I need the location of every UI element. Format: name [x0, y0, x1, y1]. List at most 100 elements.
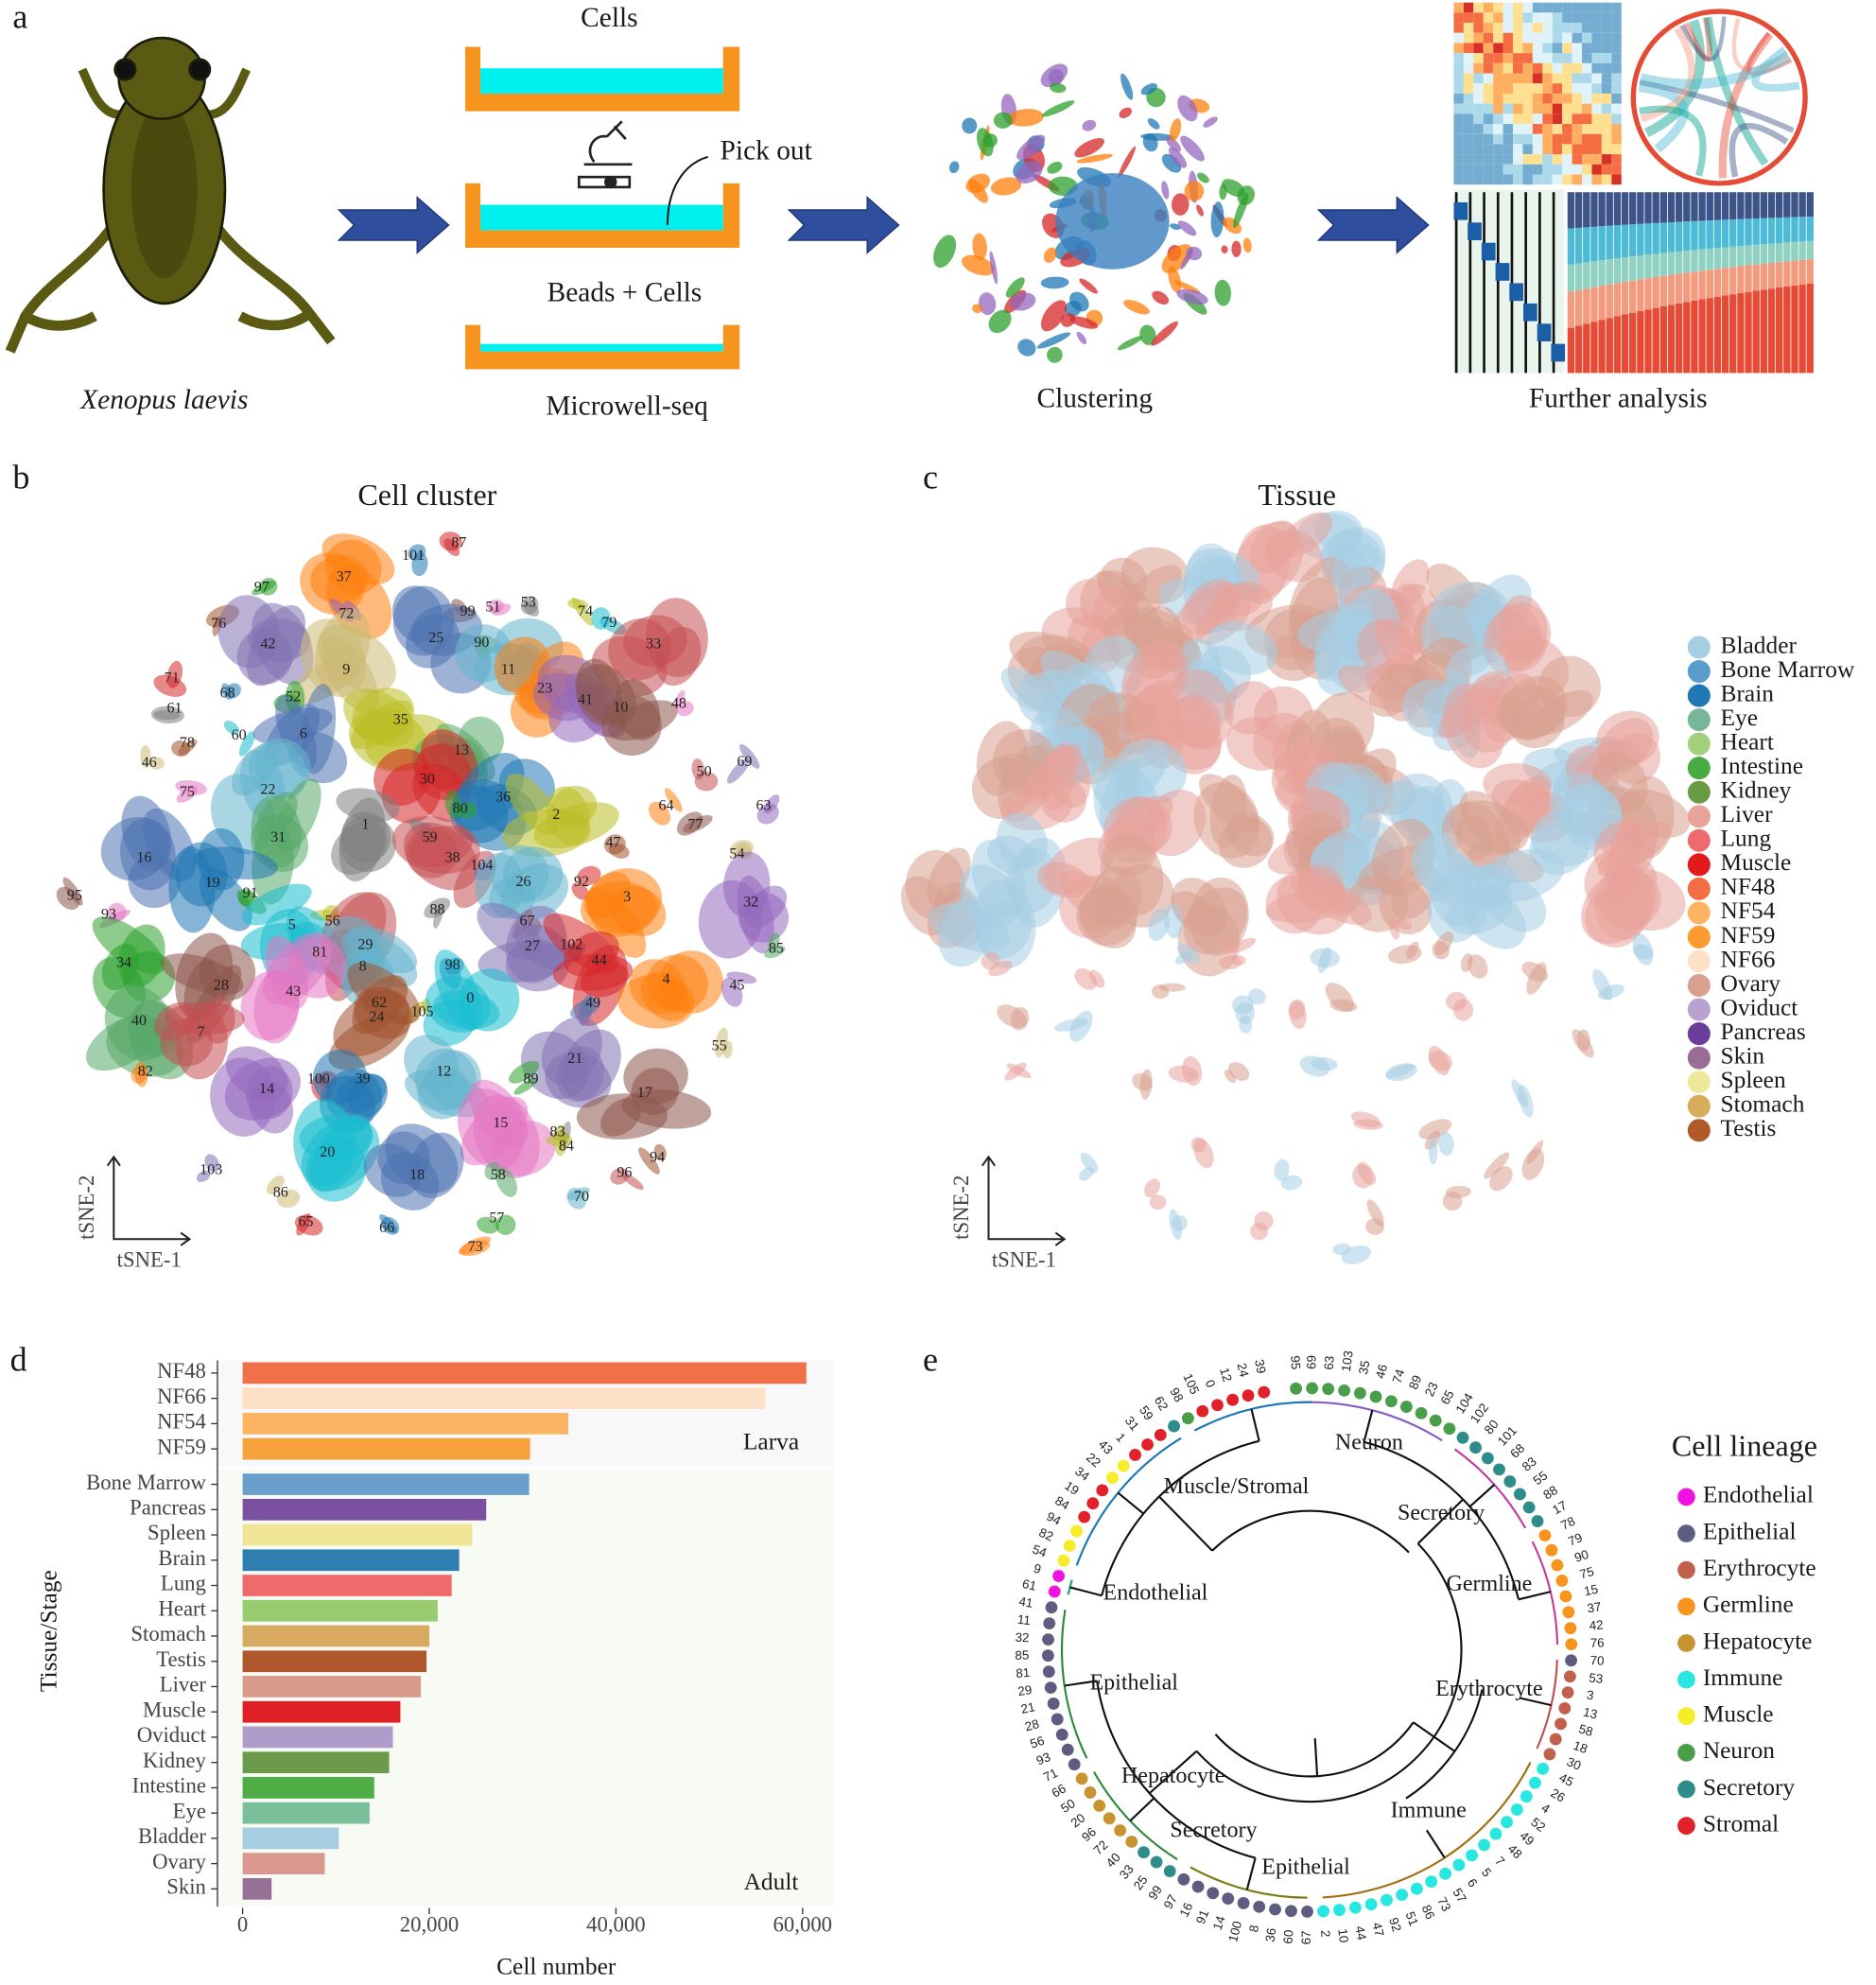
panel-letter: a	[12, 0, 27, 36]
heatmap-cell	[1552, 174, 1563, 185]
leaf-label: 51	[1403, 1909, 1421, 1927]
heatmap-cell	[1453, 73, 1464, 84]
heatmap-cell	[1601, 154, 1612, 165]
y-tick-label: Testis	[156, 1647, 206, 1671]
well	[464, 46, 740, 112]
leaf-dot	[1549, 1733, 1562, 1746]
leaf-dot	[1063, 1540, 1076, 1552]
heatmap-cell	[1522, 73, 1533, 84]
stacked-thumb	[1606, 318, 1613, 374]
heatmap-cell	[1562, 23, 1572, 33]
stacked-thumb	[1706, 298, 1713, 374]
cluster-label: 8	[359, 958, 367, 974]
heatmap-cell	[1611, 23, 1622, 33]
point-cloud	[1396, 918, 1413, 931]
clade-label: Secretory	[1398, 1501, 1485, 1525]
leaf-dot	[1138, 1846, 1150, 1859]
point-cloud	[1169, 118, 1182, 142]
stacked-thumb	[1629, 224, 1637, 257]
heatmap-cell	[1532, 12, 1543, 24]
heatmap-cell	[1522, 124, 1533, 134]
leaf-label: 50	[1058, 1796, 1078, 1816]
legend-swatch	[1687, 877, 1711, 900]
heatmap-cell	[1591, 43, 1602, 54]
legend-swatch	[1677, 1817, 1695, 1836]
marker-block	[1537, 323, 1552, 341]
point-cloud	[1406, 941, 1419, 960]
heatmap-cell	[1513, 154, 1523, 165]
stacked-thumb	[1752, 290, 1760, 374]
leaf-dot	[1125, 1836, 1138, 1848]
leaf-dot	[1253, 1900, 1266, 1913]
heatmap-cell	[1591, 83, 1602, 94]
point-cloud	[276, 1189, 301, 1209]
point-cloud	[1428, 1045, 1450, 1076]
bar	[242, 1413, 569, 1435]
heatmap-cell	[1463, 12, 1474, 24]
heatmap-cell	[1483, 43, 1494, 54]
stacked-thumb	[1683, 251, 1691, 273]
stacked-thumb	[1613, 316, 1622, 374]
cluster-label: 76	[211, 616, 226, 632]
stacked-thumb	[1598, 320, 1606, 374]
y-tick-label: Spleen	[148, 1521, 206, 1544]
stacked-thumb	[1706, 270, 1713, 299]
point-cloud	[1254, 1210, 1274, 1230]
cluster-label: 40	[131, 1013, 147, 1029]
heatmap-cell	[1601, 73, 1612, 84]
analysis-thumbnails	[1453, 2, 1814, 374]
well-label: Pick out	[721, 136, 812, 166]
leaf-dot	[1489, 1827, 1503, 1840]
point-cloud	[246, 604, 306, 687]
point-cloud	[566, 1188, 587, 1210]
stacked-thumb	[1760, 289, 1768, 374]
leaf-dot	[1439, 1867, 1451, 1880]
leaf-dot	[1317, 1905, 1329, 1918]
heatmap-cell	[1582, 12, 1592, 24]
stacked-thumb	[1583, 227, 1590, 263]
leaf-dot	[1522, 1501, 1536, 1514]
point-cloud	[577, 865, 601, 886]
leaf-label: 7	[1492, 1854, 1507, 1869]
heatmap-cell	[1453, 32, 1464, 44]
legend-swatch	[1677, 1560, 1695, 1579]
leaf-dot	[1242, 1389, 1255, 1402]
heatmap-cell	[1522, 174, 1533, 185]
point-cloud	[948, 161, 960, 174]
cluster-label: 36	[495, 789, 511, 805]
point-cloud	[973, 879, 1036, 969]
arrow	[1316, 196, 1430, 254]
heatmap-cell	[1503, 62, 1514, 74]
leaf-dot	[1114, 1824, 1127, 1837]
dendrogram-arc	[1075, 1437, 1182, 1566]
heatmap-cell	[1483, 133, 1494, 145]
stacked-thumb	[1652, 192, 1659, 223]
heatmap-cell	[1503, 2, 1514, 13]
heatmap-cell	[1591, 73, 1602, 84]
heatmap-cell	[1483, 23, 1494, 33]
bar	[242, 1498, 487, 1521]
point-cloud	[1047, 162, 1063, 174]
chord	[1683, 17, 1712, 62]
leaf-dot	[1529, 1776, 1541, 1789]
heatmap-cell	[1532, 83, 1543, 94]
heatmap-cell	[1513, 144, 1523, 155]
heatmap-cell	[1601, 113, 1612, 125]
point-cloud	[638, 1147, 660, 1175]
cluster-label: 54	[729, 845, 744, 862]
stacked-thumb	[1598, 260, 1606, 287]
leaf-label: 3	[1586, 1688, 1595, 1703]
point-cloud	[691, 758, 704, 780]
leaf-label: 81	[1016, 1665, 1031, 1680]
chord-ring	[1630, 9, 1808, 186]
point-cloud	[993, 112, 1013, 129]
chord	[1751, 46, 1800, 92]
point-cloud	[336, 788, 400, 823]
heatmap-cell	[1611, 2, 1622, 13]
heatmap-cell	[1483, 2, 1494, 13]
chord	[1644, 19, 1706, 138]
leaf-dot	[1196, 1404, 1209, 1418]
stacked-thumb	[1621, 257, 1629, 283]
point-cloud	[978, 292, 997, 316]
heatmap-cell	[1463, 174, 1474, 185]
